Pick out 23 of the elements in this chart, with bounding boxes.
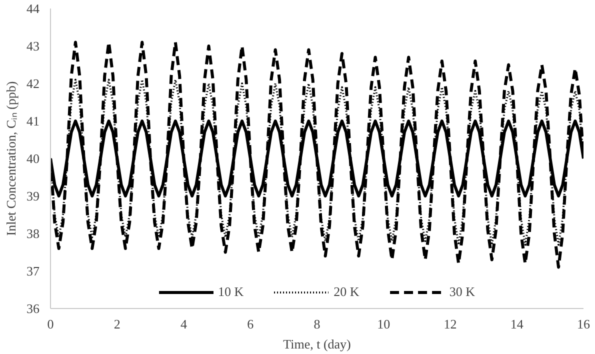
y-axis-title: Inlet Concentration, Cᵢₙ (ppb) [4, 81, 18, 236]
y-tick-label: 37 [26, 264, 40, 278]
x-tick-label: 6 [247, 316, 254, 332]
y-tick-label: 39 [26, 188, 40, 204]
x-tick-label: 10 [377, 316, 390, 332]
y-tick-label: 38 [26, 226, 40, 241]
x-tick-label: 16 [577, 316, 590, 332]
x-tick-label: 8 [314, 316, 320, 332]
y-tick-label: 43 [26, 38, 40, 54]
x-tick-label: 4 [180, 316, 188, 332]
x-tick-label: 0 [47, 316, 54, 332]
legend-label: 10 K [218, 284, 244, 300]
x-tick-label: 14 [510, 316, 524, 332]
y-tick-label: 36 [26, 301, 40, 316]
y-tick-label: 41 [26, 114, 40, 128]
x-tick-label: 12 [444, 316, 457, 332]
legend-label: 30 K [449, 284, 475, 300]
x-axis-title: Time, t (day) [283, 336, 351, 352]
y-tick-label: 44 [26, 1, 40, 16]
y-tick-label: 42 [26, 76, 40, 91]
legend-label: 20 K [334, 284, 360, 300]
x-tick-label: 2 [114, 316, 120, 332]
y-tick-label: 40 [26, 151, 40, 166]
